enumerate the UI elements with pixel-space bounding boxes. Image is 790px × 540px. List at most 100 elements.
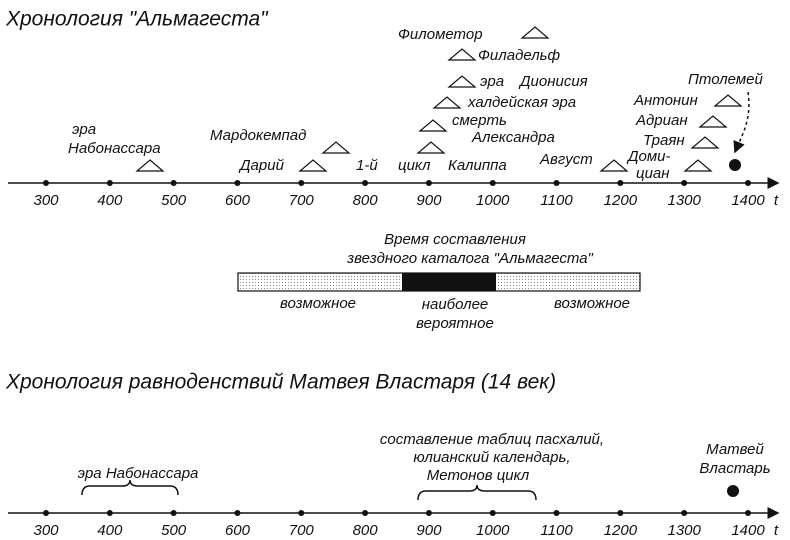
tick-dot (170, 180, 177, 186)
event-marker (432, 96, 462, 109)
tick-label: 600 (225, 522, 251, 539)
event-label: 1-й (356, 157, 378, 174)
catalog-label: вероятное (416, 315, 494, 332)
event-marker (321, 141, 351, 154)
catalog-label: наиболее (422, 296, 489, 313)
tick-label: 300 (33, 522, 59, 539)
tick-dot (489, 180, 496, 186)
event-label: Мардокемпад (210, 127, 306, 144)
tick-label: 1200 (604, 192, 638, 209)
tick-dot (234, 510, 241, 516)
event-marker (447, 48, 477, 61)
tick-dot (617, 180, 624, 186)
event-label: Набонассара (68, 140, 161, 157)
tick-label: 700 (289, 522, 315, 539)
tick-label: 600 (225, 192, 251, 209)
event-dot (727, 485, 739, 497)
tick-label: 300 (33, 192, 59, 209)
event-label: циан (636, 165, 670, 182)
tick-dot (234, 180, 241, 186)
tick-label: 1300 (667, 522, 701, 539)
event-label: Август (539, 151, 593, 168)
tick-dot (298, 180, 305, 186)
tick-dot (106, 180, 113, 186)
tick-label: 1400 (731, 522, 765, 539)
event-label: Доми- (626, 148, 671, 165)
axis-label: t (774, 192, 779, 209)
tick-dot (106, 510, 113, 516)
catalog-title: Время составления (384, 231, 526, 248)
tick-dot (43, 510, 49, 516)
brace (417, 484, 537, 501)
event-dot (729, 159, 741, 171)
event-label: Александра (471, 129, 555, 146)
tick-label: 500 (161, 522, 187, 539)
event-marker (698, 115, 728, 128)
event-marker (447, 75, 477, 88)
event-marker (713, 94, 743, 107)
tick-dot (170, 510, 177, 516)
event-label: халдейская эра (467, 94, 576, 111)
catalog-label: возможное (280, 295, 356, 312)
event-label: Калиппа (448, 157, 507, 174)
tick-dot (745, 180, 751, 186)
event-label: смерть (452, 112, 507, 129)
event-label: эра (480, 73, 504, 90)
tick-dot (43, 180, 49, 186)
bottom-label: Метонов цикл (427, 467, 530, 484)
event-marker (416, 141, 446, 154)
event-label: Антонин (633, 92, 698, 109)
top-title: Хронология "Альмагеста" (5, 8, 269, 31)
tick-dot (681, 180, 688, 186)
catalog-probable (402, 273, 496, 291)
tick-dot (425, 180, 432, 186)
tick-label: 1300 (667, 192, 701, 209)
bottom-label: Матвей (706, 441, 764, 458)
event-label: цикл (398, 157, 431, 174)
tick-label: 1100 (540, 522, 573, 539)
event-marker (599, 159, 629, 172)
tick-label: 1200 (604, 522, 638, 539)
event-marker (690, 136, 720, 149)
event-label: Филадельф (478, 47, 561, 64)
tick-dot (681, 510, 688, 516)
tick-dot (617, 510, 624, 516)
arrow (733, 91, 750, 154)
event-label: Дарий (238, 157, 285, 174)
tick-label: 900 (416, 522, 442, 539)
tick-dot (425, 510, 432, 516)
bottom-label: юлианский календарь, (413, 449, 570, 466)
event-label: Адриан (635, 112, 688, 129)
axis-label: t (774, 522, 779, 539)
tick-label: 800 (353, 192, 379, 209)
tick-dot (362, 510, 369, 516)
tick-label: 1000 (476, 522, 510, 539)
bottom-label: эра Набонассара (78, 465, 199, 482)
tick-dot (298, 510, 305, 516)
tick-label: 700 (289, 192, 315, 209)
catalog-label: возможное (554, 295, 630, 312)
event-marker (135, 159, 165, 172)
tick-dot (745, 510, 751, 516)
tick-dot (489, 510, 496, 516)
event-marker (520, 26, 550, 39)
tick-dot (553, 510, 560, 516)
top-events: эра Набонассара Мардокемпад Дарий 1-й ци… (68, 26, 763, 182)
bottom-label: Властарь (699, 460, 770, 477)
tick-dot (362, 180, 369, 186)
event-label: Птолемей (688, 71, 763, 88)
bottom-label: составление таблиц пасхалий, (380, 431, 604, 448)
tick-dot (553, 180, 560, 186)
tick-label: 900 (416, 192, 442, 209)
event-marker (298, 159, 328, 172)
tick-label: 1400 (731, 192, 765, 209)
tick-label: 1100 (540, 192, 573, 209)
event-label: Филометор (398, 26, 483, 43)
catalog-title: звездного каталога "Альмагеста" (346, 250, 593, 267)
event-marker (683, 159, 713, 172)
tick-label: 500 (161, 192, 187, 209)
tick-label: 400 (97, 522, 123, 539)
event-label: Траян (643, 132, 685, 149)
tick-label: 1000 (476, 192, 510, 209)
